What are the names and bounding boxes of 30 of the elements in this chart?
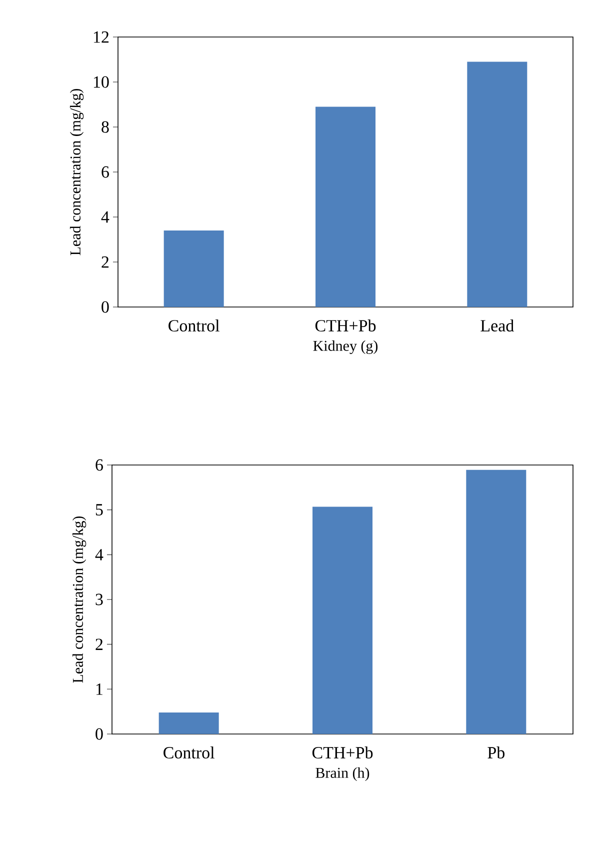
y-tick-label: 1 [96,684,102,695]
y-tick-label: 0 [102,301,109,313]
bar [158,712,219,734]
y-tick-label: 2 [102,256,109,268]
bar [164,230,224,307]
x-tick-label: CTH+Pb [315,320,376,332]
x-axis-title: Brain (h) [316,767,370,781]
y-tick-label: 10 [94,76,109,88]
y-tick-label: 12 [94,31,109,43]
bar [467,62,528,307]
bar [315,106,376,307]
x-tick-label: Control [168,320,220,332]
x-tick-label: Control [164,746,214,758]
y-tick-label: 3 [96,594,103,606]
y-axis-title: Lead concentration (mg/kg) [72,516,86,683]
y-tick-label: 4 [101,211,110,223]
y-tick-label: 8 [102,121,109,133]
y-tick-label: 6 [102,166,109,178]
bar [466,470,526,734]
y-axis-title: Lead concentration (mg/kg) [70,88,84,256]
x-tick-label: Lead [480,320,514,332]
y-tick-label: 4 [95,549,104,560]
x-axis-title: Kidney (g) [313,340,378,354]
y-tick-label: 2 [96,638,103,650]
y-tick-label: 5 [96,504,103,516]
x-tick-label: Pb [488,746,504,758]
y-tick-label: 6 [96,459,103,471]
x-tick-label: CTH+Pb [312,746,373,758]
bar [312,506,372,734]
y-tick-label: 0 [96,728,103,740]
